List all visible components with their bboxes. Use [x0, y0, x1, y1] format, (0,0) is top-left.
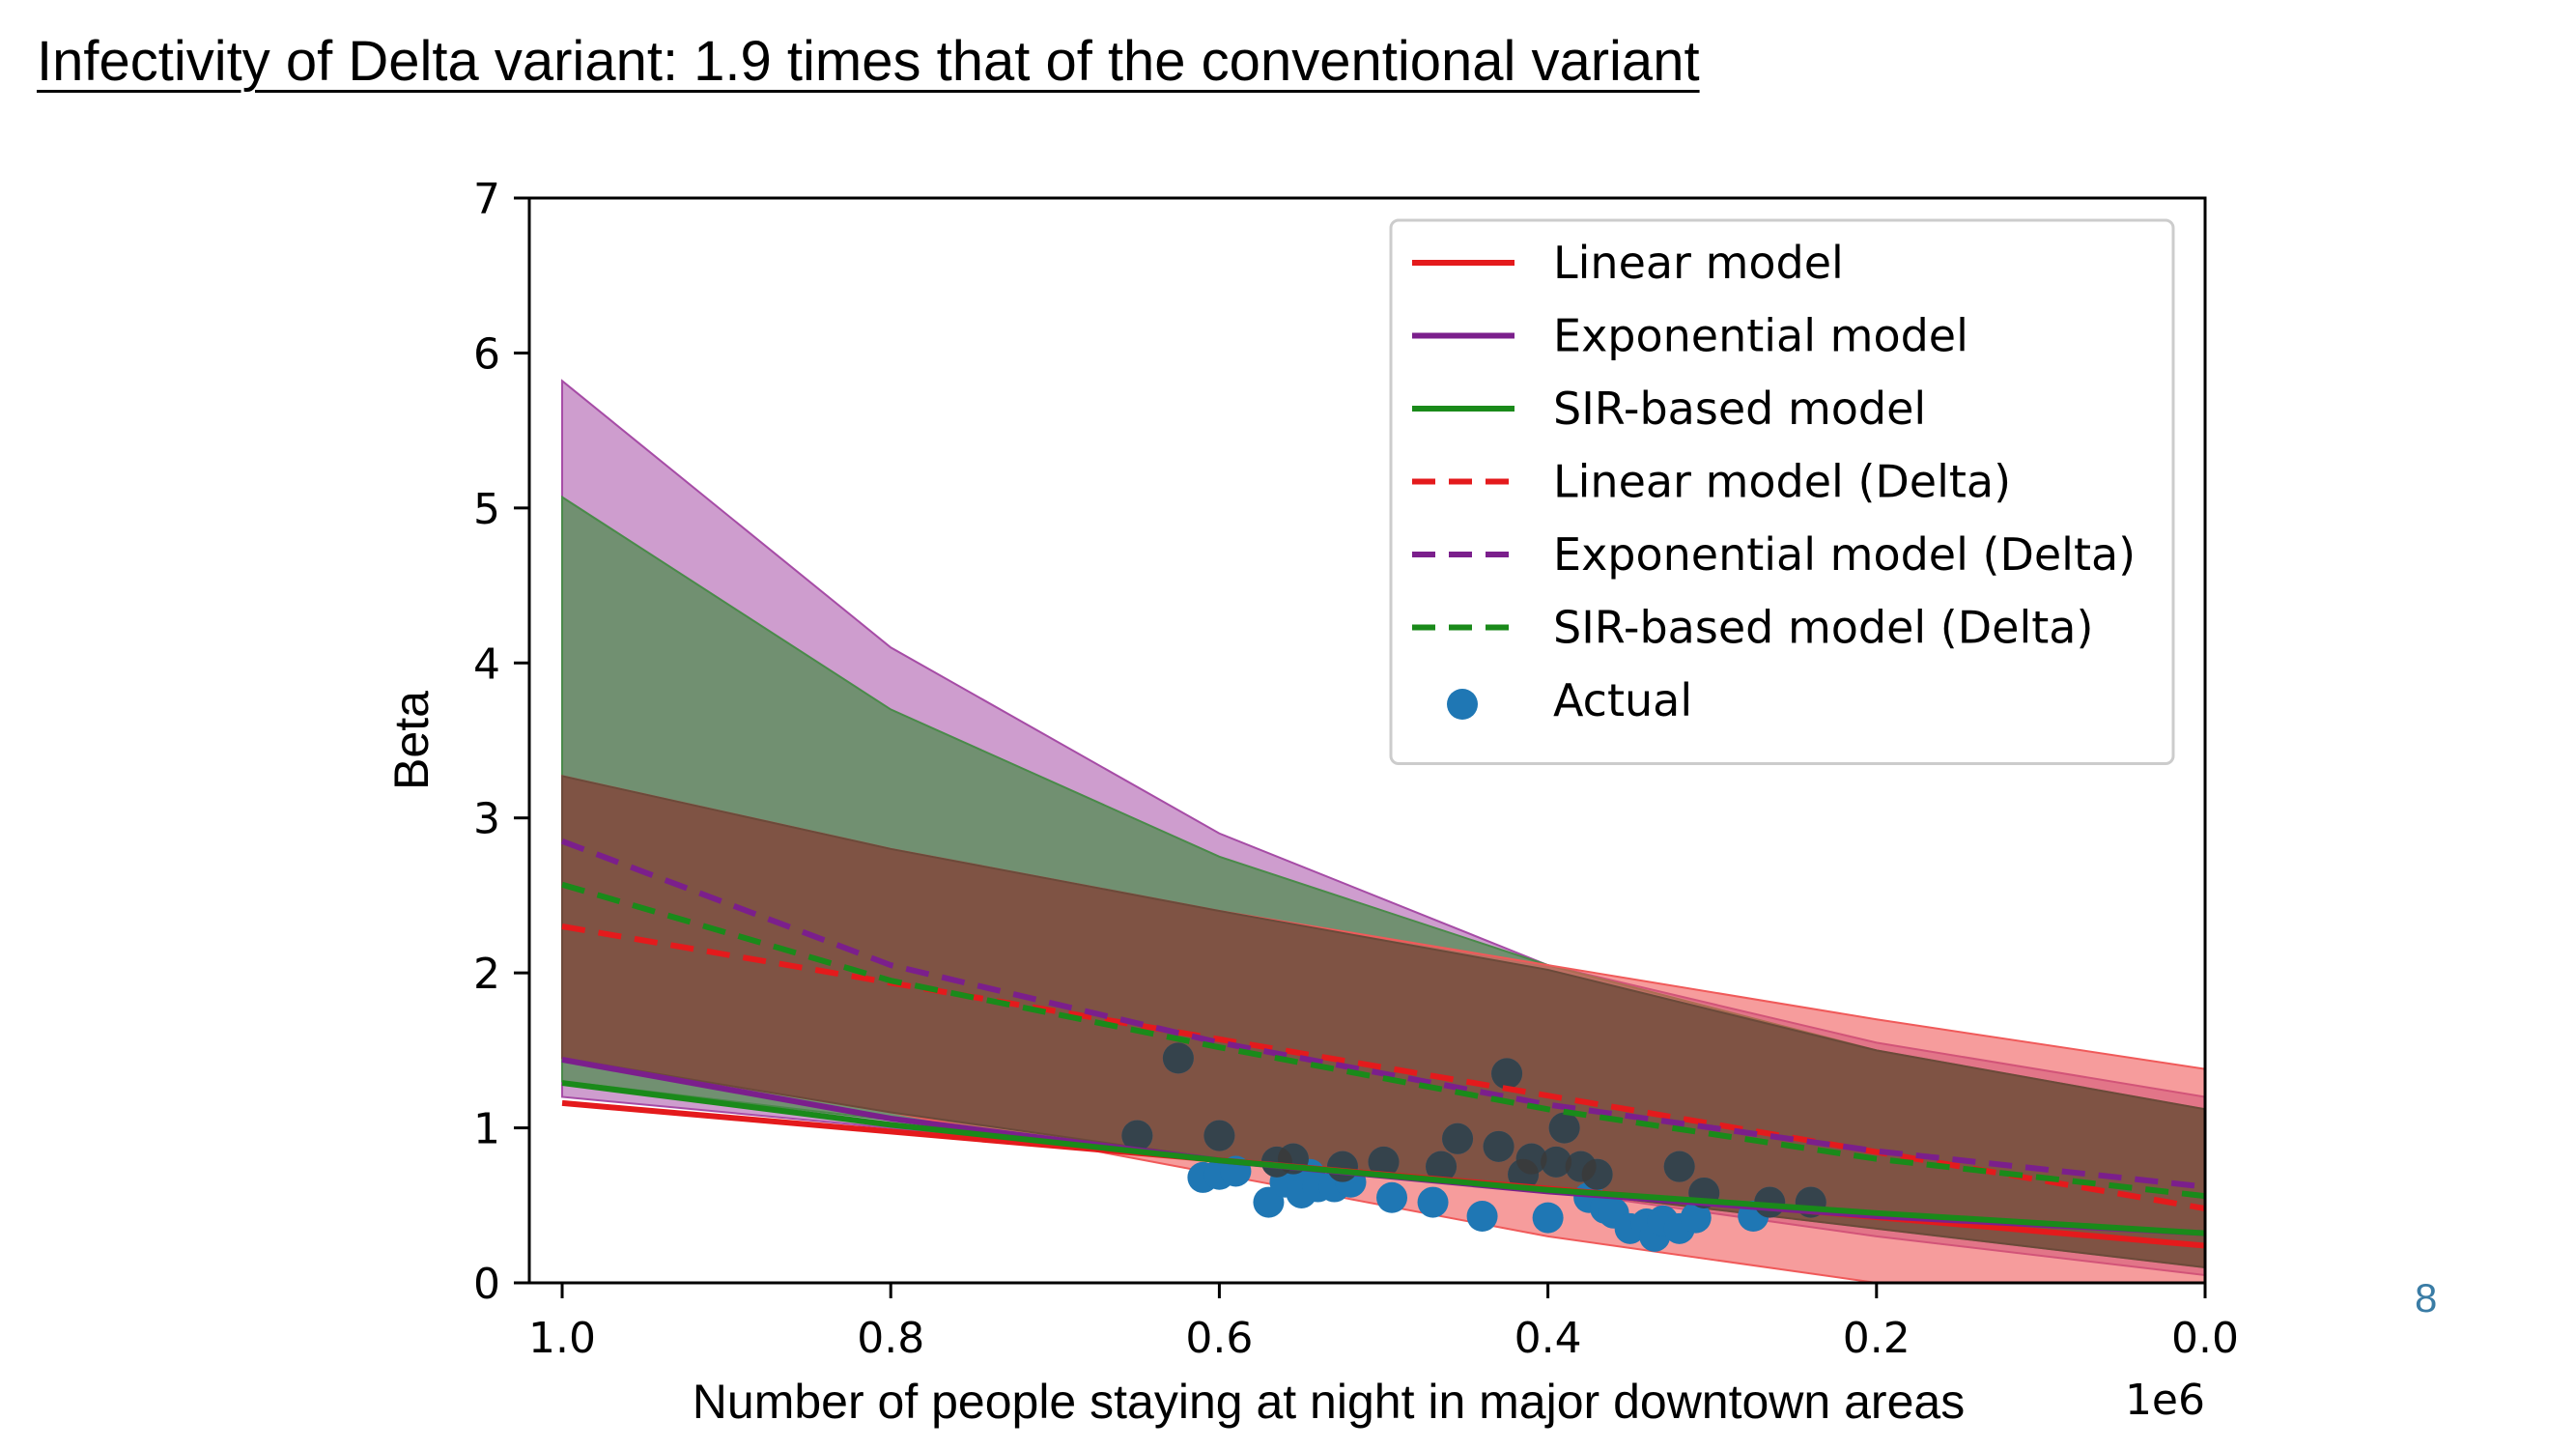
- y-tick-label: 1: [473, 1105, 500, 1154]
- x-tick-label: 0.8: [857, 1314, 924, 1363]
- legend-label: Exponential model (Delta): [1553, 528, 2136, 581]
- actual-point-shaded: [1368, 1146, 1400, 1178]
- y-tick-label: 7: [473, 175, 500, 224]
- legend-label: Linear model (Delta): [1553, 456, 2011, 508]
- legend-label: Exponential model: [1553, 310, 1968, 362]
- actual-point-shaded: [1581, 1158, 1613, 1190]
- actual-point-shaded: [1426, 1151, 1458, 1182]
- legend-box: [1389, 218, 2175, 765]
- series-line-4: [560, 838, 2205, 1190]
- series-line-5: [561, 881, 2205, 1200]
- y-tick-label: 3: [473, 795, 500, 844]
- actual-point-shaded: [1541, 1146, 1572, 1178]
- legend: Linear model Exponential model SIR-based m…: [1389, 218, 2175, 765]
- slide-number: 8: [2415, 1275, 2438, 1321]
- y-axis-label: Beta: [384, 691, 439, 790]
- y-axis: 0 1 2 3 4 5 6 7: [473, 175, 529, 1309]
- actual-point-shaded: [1121, 1120, 1153, 1151]
- actual-point: [1680, 1202, 1712, 1234]
- y-tick-label: 6: [473, 329, 500, 379]
- actual-point-shaded: [1162, 1042, 1194, 1074]
- plot-frame: [527, 196, 2207, 1285]
- actual-point: [1466, 1201, 1498, 1233]
- x-tick-label: 1.0: [528, 1314, 596, 1363]
- series-line-3: [561, 923, 2205, 1211]
- x-offset-text: 1e6: [2125, 1376, 2205, 1425]
- legend-label: SIR-based model (Delta): [1553, 602, 2093, 654]
- actual-point: [1376, 1181, 1408, 1213]
- x-tick-label: 0.2: [1843, 1314, 1911, 1363]
- actual-point-shaded: [1515, 1143, 1547, 1175]
- actual-point-shaded: [1663, 1151, 1695, 1182]
- x-tick-label: 0.0: [2171, 1314, 2239, 1363]
- y-tick-label: 2: [473, 950, 500, 999]
- actual-point: [1417, 1186, 1449, 1218]
- legend-label: Actual: [1553, 674, 1692, 726]
- legend-label: Linear model: [1553, 237, 1844, 289]
- actual-point-shaded: [1491, 1058, 1523, 1090]
- actual-point: [1532, 1202, 1564, 1234]
- x-tick-label: 0.4: [1514, 1314, 1582, 1363]
- actual-point-shaded: [1442, 1122, 1474, 1154]
- x-tick-label: 0.6: [1185, 1314, 1253, 1363]
- page-title: Infectivity of Delta variant: 1.9 times …: [37, 30, 1700, 93]
- y-tick-label: 5: [473, 485, 500, 534]
- x-axis: 1.0 0.8 0.6 0.4 0.2 0.0: [528, 1283, 2239, 1363]
- actual-point-shaded: [1203, 1120, 1235, 1151]
- legend-swatch: [1447, 689, 1478, 720]
- actual-point-shaded: [1326, 1151, 1358, 1182]
- y-tick-label: 4: [473, 639, 500, 689]
- model-lines: [560, 838, 2205, 1249]
- actual-point-shaded: [1548, 1112, 1580, 1144]
- legend-label: SIR-based model: [1553, 383, 1926, 435]
- y-tick-label: 0: [473, 1260, 500, 1309]
- series-line-2: [561, 1080, 2205, 1236]
- x-axis-label: Number of people staying at night in maj…: [693, 1375, 1965, 1429]
- actual-point-shaded: [1483, 1130, 1514, 1162]
